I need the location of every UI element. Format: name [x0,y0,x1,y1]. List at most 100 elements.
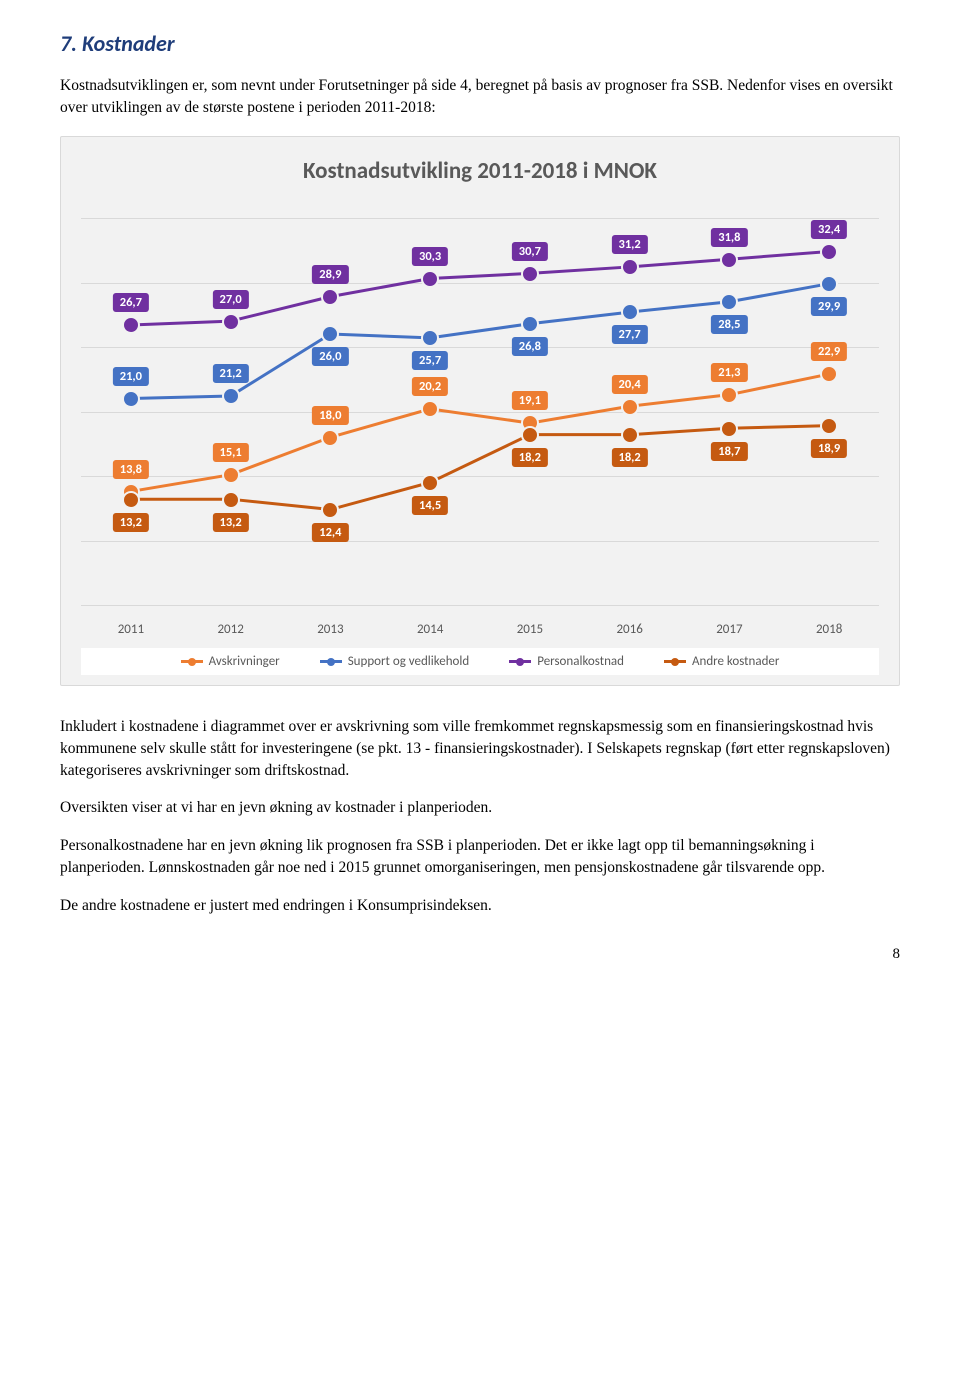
x-tick-label: 2016 [580,622,680,637]
data-label: 18,2 [612,448,648,467]
datapoint-personal: 28,9 [321,288,339,306]
marker [521,265,539,283]
data-label: 26,8 [512,337,548,356]
datapoint-andre: 12,4 [321,501,339,519]
datapoint-avskrivninger: 15,1 [222,466,240,484]
data-label: 25,7 [412,351,448,370]
marker [521,426,539,444]
marker [621,258,639,276]
legend-item-andre: Andre kostnader [664,654,779,669]
legend-item-personal: Personalkostnad [509,654,624,669]
data-label: 18,0 [312,406,348,425]
x-axis: 20112012201320142015201620172018 [81,622,879,637]
marker [720,386,738,404]
datapoint-avskrivninger: 20,2 [421,400,439,418]
data-label: 18,7 [711,442,747,461]
data-label: 22,9 [811,342,847,361]
data-label: 32,4 [811,220,847,239]
data-label: 27,0 [213,290,249,309]
data-label: 29,9 [811,297,847,316]
legend-item-support: Support og vedlikehold [320,654,470,669]
datapoint-andre: 18,2 [521,426,539,444]
chart-area: 13,815,118,020,219,120,421,322,921,021,2… [81,205,879,675]
chart-container: Kostnadsutvikling 2011-2018 i MNOK 13,8 1… [60,136,900,686]
page-number: 8 [60,946,900,963]
paragraph-3: Personalkostnadene har en jevn økning li… [60,835,900,878]
datapoint-support: 26,0 [321,325,339,343]
intro-paragraph: Kostnadsutviklingen er, som nevnt under … [60,75,900,118]
datapoint-andre: 18,9 [820,417,838,435]
marker [820,417,838,435]
datapoint-avskrivninger: 20,4 [621,398,639,416]
marker [222,313,240,331]
marker [720,420,738,438]
marker [321,501,339,519]
data-label: 20,4 [612,375,648,394]
marker [621,398,639,416]
datapoint-personal: 32,4 [820,243,838,261]
marker [122,491,140,509]
data-label: 27,7 [612,325,648,344]
data-label: 14,5 [412,496,448,515]
datapoint-andre: 18,7 [720,420,738,438]
data-label: 28,5 [711,315,747,334]
data-label: 13,8 [113,460,149,479]
marker [122,316,140,334]
data-label: 13,2 [113,513,149,532]
legend-label: Personalkostnad [537,654,624,669]
datapoint-personal: 31,8 [720,251,738,269]
marker [321,429,339,447]
marker [820,275,838,293]
marker [421,474,439,492]
marker [222,466,240,484]
datapoint-support: 21,0 [122,390,140,408]
datapoint-personal: 30,3 [421,270,439,288]
marker [122,390,140,408]
datapoint-personal: 31,2 [621,258,639,276]
datapoint-personal: 30,7 [521,265,539,283]
paragraph-1: Inkludert i kostnadene i diagrammet over… [60,716,900,781]
marker [720,251,738,269]
marker [621,426,639,444]
datapoint-andre: 13,2 [122,491,140,509]
marker [720,293,738,311]
legend-label: Andre kostnader [692,654,779,669]
datapoint-avskrivninger: 18,0 [321,429,339,447]
data-label: 18,2 [512,448,548,467]
data-label: 21,2 [213,364,249,383]
marker [421,329,439,347]
legend-label: Support og vedlikehold [348,654,470,669]
data-label: 20,2 [412,377,448,396]
paragraph-2: Oversikten viser at vi har en jevn øknin… [60,797,900,819]
section-title: 7. Kostnader [60,30,900,57]
marker [521,315,539,333]
data-label: 30,7 [512,242,548,261]
x-tick-label: 2017 [680,622,780,637]
x-tick-label: 2012 [181,622,281,637]
marker [421,400,439,418]
marker [421,270,439,288]
data-label: 28,9 [312,265,348,284]
data-label: 18,9 [811,439,847,458]
datapoint-avskrivninger: 22,9 [820,365,838,383]
datapoint-support: 29,9 [820,275,838,293]
datapoint-personal: 27,0 [222,313,240,331]
x-tick-label: 2013 [281,622,381,637]
datapoint-support: 25,7 [421,329,439,347]
paragraph-4: De andre kostnadene er justert med endri… [60,895,900,917]
data-label: 31,8 [711,228,747,247]
chart-title: Kostnadsutvikling 2011-2018 i MNOK [81,157,879,185]
datapoint-support: 27,7 [621,303,639,321]
data-label: 21,0 [113,367,149,386]
datapoint-andre: 14,5 [421,474,439,492]
marker [820,243,838,261]
x-tick-label: 2018 [779,622,879,637]
marker [321,288,339,306]
data-label: 12,4 [312,523,348,542]
marker [321,325,339,343]
legend: AvskrivningerSupport og vedlikeholdPerso… [81,648,879,675]
data-label: 15,1 [213,443,249,462]
legend-swatch [320,660,342,663]
x-tick-label: 2011 [81,622,181,637]
legend-swatch [664,660,686,663]
